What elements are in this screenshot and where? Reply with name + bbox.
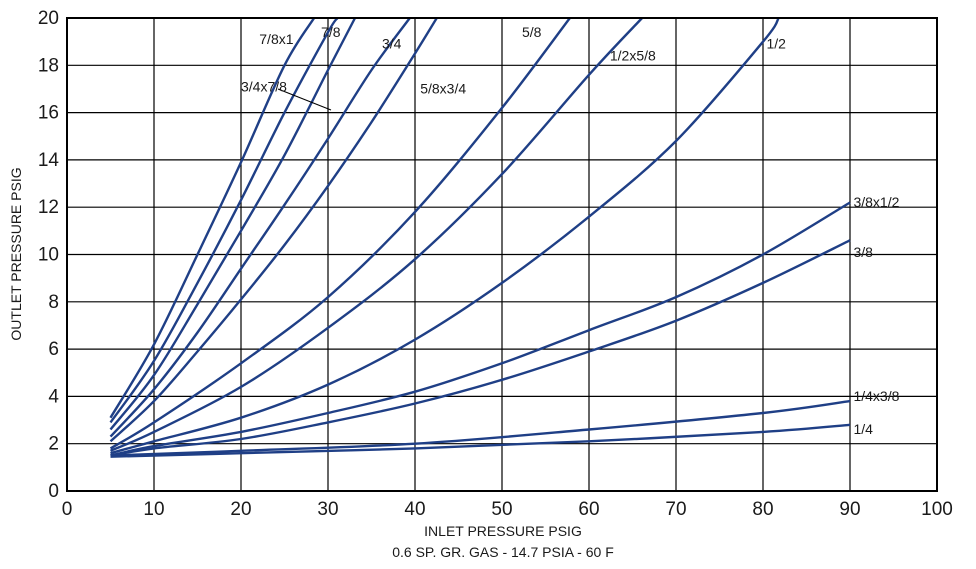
x-tick-label: 10 <box>143 499 164 520</box>
x-tick-label: 40 <box>404 499 425 520</box>
series-line-3-4 <box>109 17 411 438</box>
y-tick-label: 12 <box>38 197 59 218</box>
series-line-3-4x7-8 <box>109 17 357 431</box>
series-line-5-8 <box>109 17 571 450</box>
y-tick-label: 0 <box>48 481 59 502</box>
y-tick-label: 14 <box>38 150 60 171</box>
y-tick-label: 8 <box>48 292 59 313</box>
series-label-5-8: 5/8 <box>522 24 542 40</box>
x-tick-label: 20 <box>230 499 251 520</box>
y-tick-label: 20 <box>38 8 59 29</box>
series-line-3-8x1-2 <box>110 201 851 457</box>
leader-line-3-4x7-8 <box>277 88 332 111</box>
x-tick-label: 0 <box>62 499 73 520</box>
leader-group <box>277 88 332 111</box>
series-labels: 7/8x1 7/8 3/4x7/8 3/4 5/8x3/4 5/8 1/2x5/8 1/2 3/… <box>241 24 900 437</box>
x-tick-label: 90 <box>839 499 860 520</box>
y-tick-label: 2 <box>48 434 59 455</box>
series-label-1-2x5-8: 1/2x5/8 <box>610 48 656 64</box>
series-label-7-8x1: 7/8x1 <box>259 31 293 47</box>
series-line-5-8x3-4 <box>109 17 438 443</box>
series-group <box>109 17 851 458</box>
series-label-3-4x7-8: 3/4x7/8 <box>241 78 287 94</box>
x-tick-label: 50 <box>491 499 512 520</box>
series-line-3-8 <box>110 239 851 457</box>
series-line-1-2x5-8 <box>110 17 643 452</box>
x-axis-subtitle: 0.6 SP. GR. GAS - 14.7 PSIA - 60 F <box>392 544 614 560</box>
y-tick-labels: 0 2 4 6 8 10 12 14 16 18 20 <box>38 8 60 502</box>
series-line-7-8x1 <box>109 17 316 419</box>
y-tick-label: 18 <box>38 55 59 76</box>
x-tick-label: 80 <box>752 499 773 520</box>
series-label-3-8: 3/8 <box>853 244 873 260</box>
x-axis-title: INLET PRESSURE PSIG <box>424 523 582 539</box>
x-tick-label: 60 <box>578 499 599 520</box>
series-label-7-8: 7/8 <box>321 24 341 40</box>
series-label-1-4: 1/4 <box>853 421 873 437</box>
y-tick-label: 4 <box>48 386 59 407</box>
grid <box>67 18 937 491</box>
series-label-3-8x1-2: 3/8x1/2 <box>853 194 899 210</box>
y-tick-label: 10 <box>38 245 59 266</box>
y-tick-label: 16 <box>38 103 59 124</box>
series-label-3-4: 3/4 <box>382 36 402 52</box>
y-tick-label: 6 <box>48 339 59 360</box>
y-axis-title: OUTLET PRESSURE PSIG <box>8 167 24 340</box>
series-line-7-8 <box>109 17 339 424</box>
series-label-1-4x3-8: 1/4x3/8 <box>853 388 899 404</box>
series-label-1-2: 1/2 <box>766 36 786 52</box>
x-tick-label: 30 <box>317 499 338 520</box>
series-line-1-4x3-8 <box>110 399 851 457</box>
x-tick-label: 100 <box>921 499 953 520</box>
series-label-5-8x3-4: 5/8x3/4 <box>420 81 466 97</box>
plot-frame <box>66 17 938 492</box>
x-tick-labels: 0 10 20 30 40 50 60 70 80 90 100 <box>62 499 953 520</box>
series-line-1-2 <box>110 17 780 455</box>
x-tick-label: 70 <box>665 499 686 520</box>
series-line-1-4 <box>110 423 851 458</box>
